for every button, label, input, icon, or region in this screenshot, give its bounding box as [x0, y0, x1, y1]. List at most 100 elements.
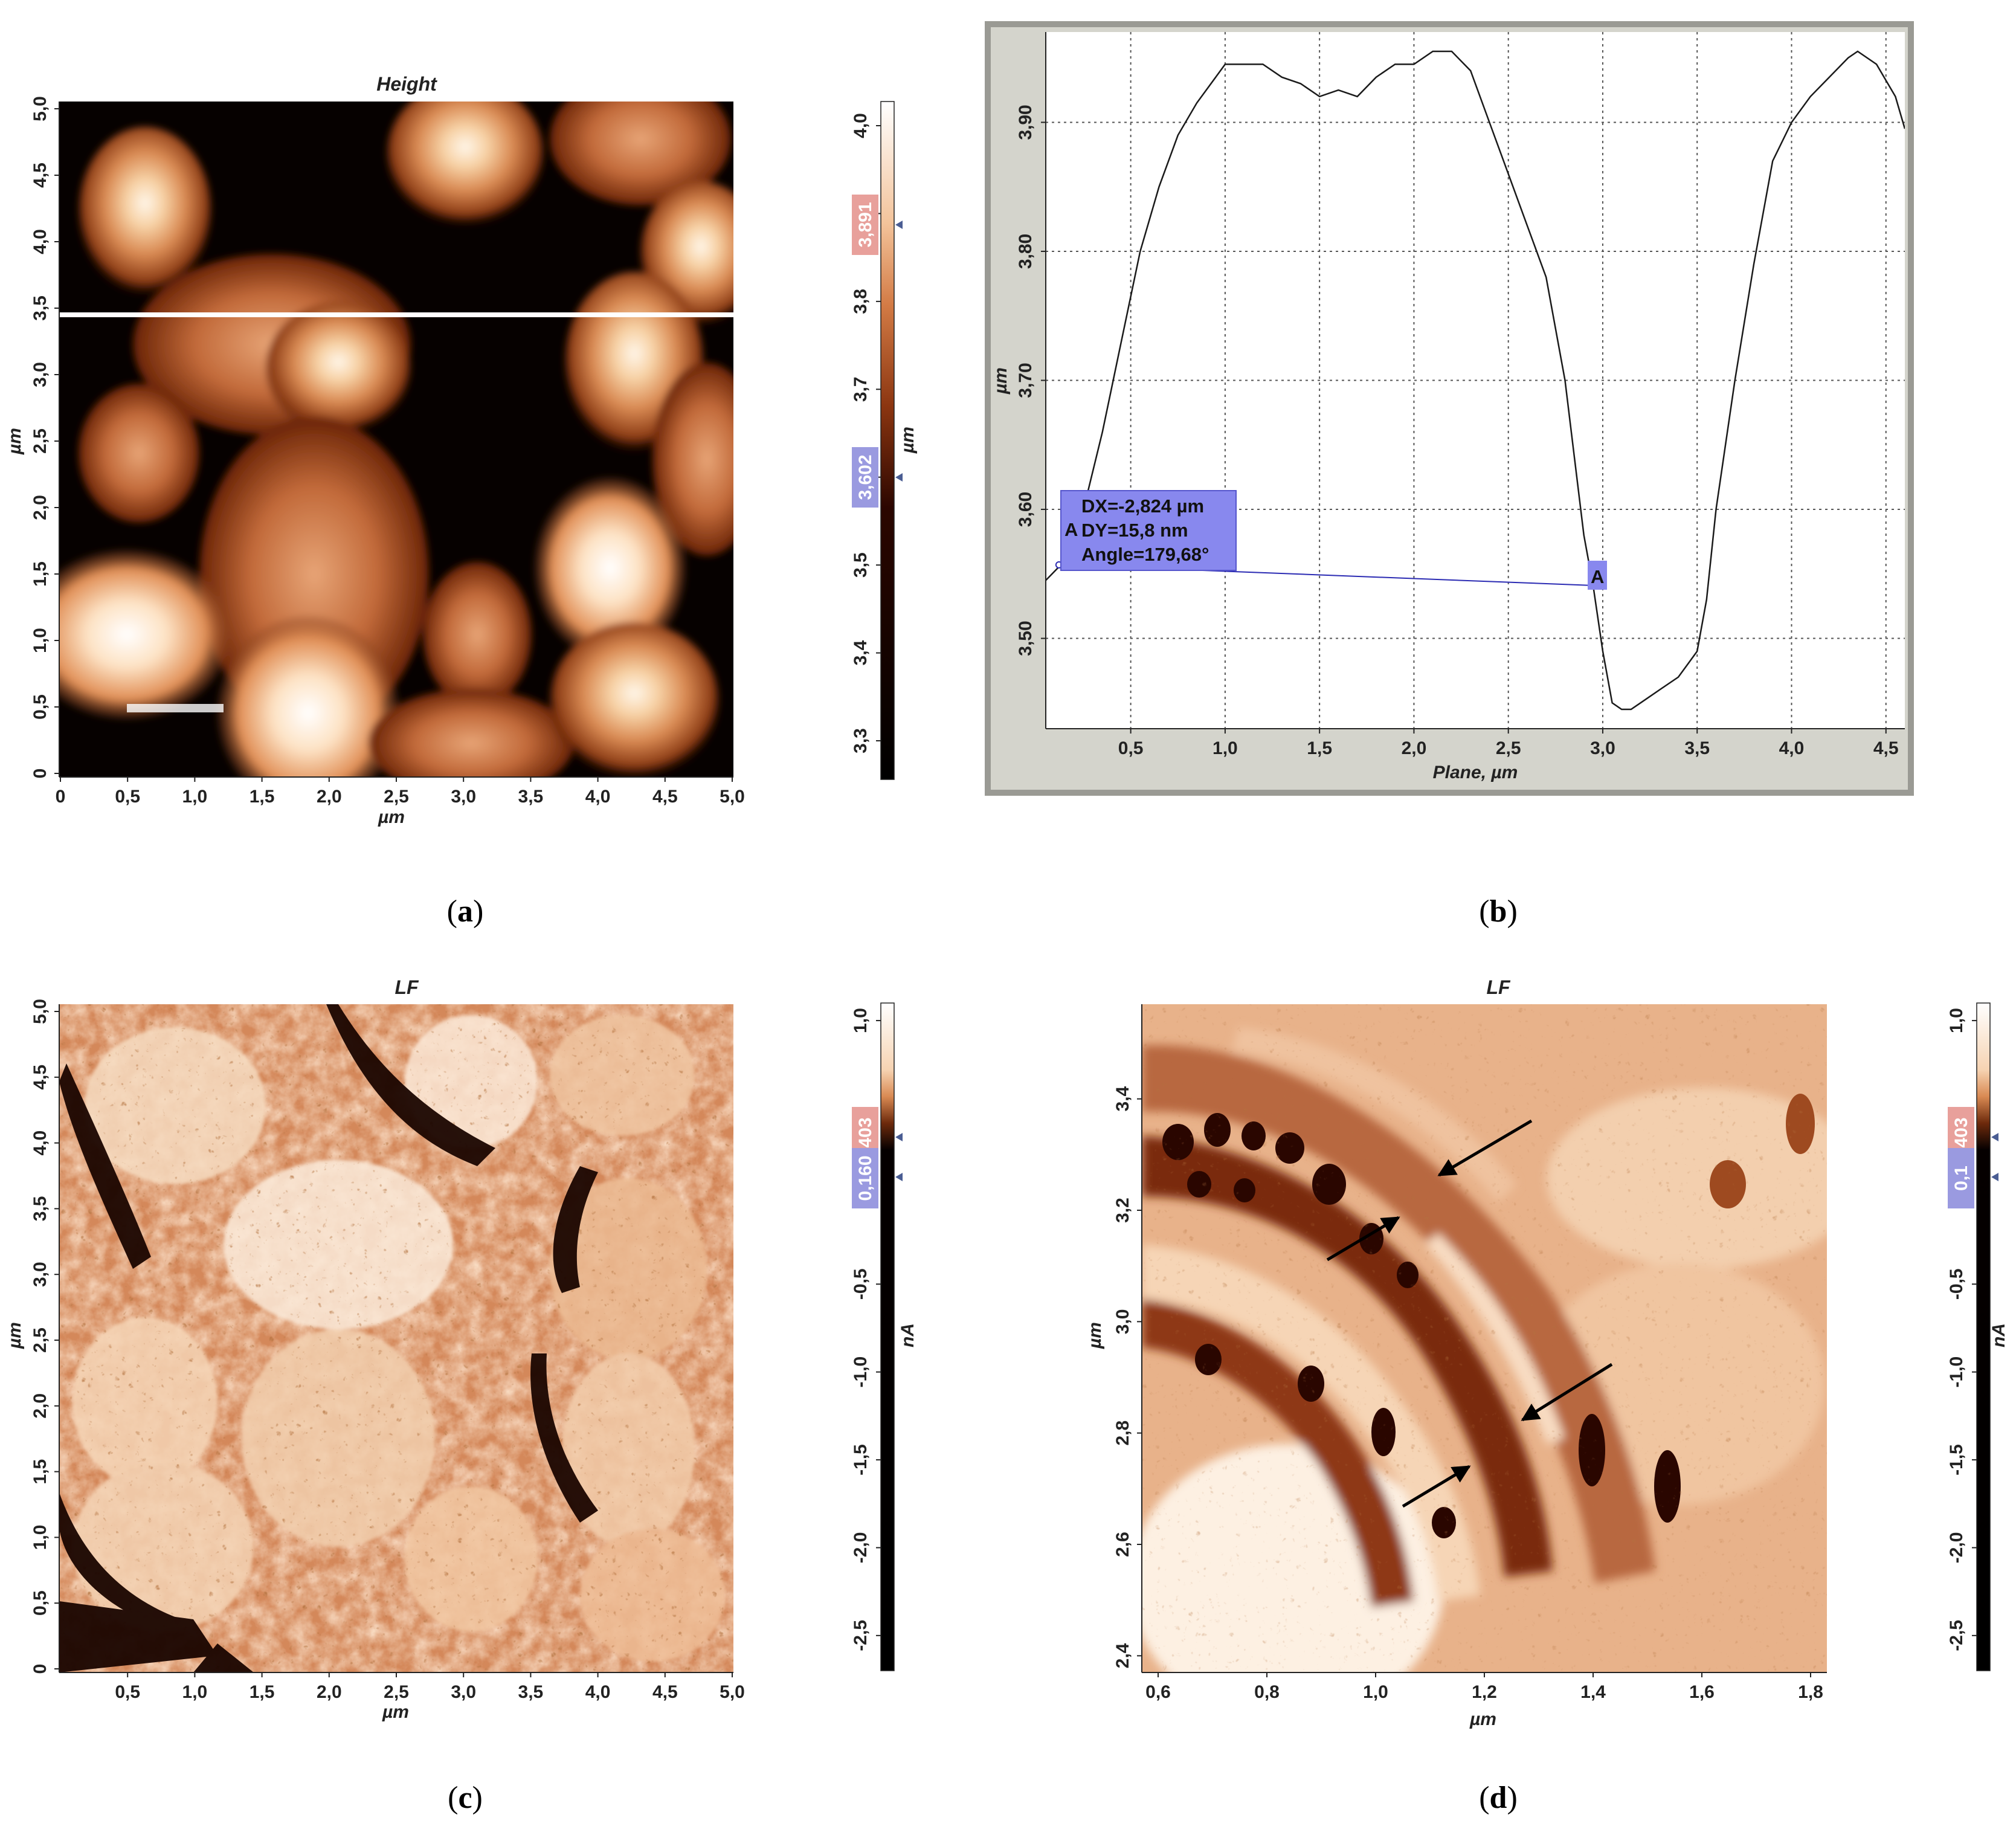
panel-d-title: LF	[1486, 976, 1511, 998]
c-marker-low-badge	[852, 1148, 878, 1208]
panel-a-colorbar-tick-label: 3,8	[851, 289, 871, 314]
d-marker-low-label: 0,1	[1951, 1166, 1971, 1191]
panel-b-x-tick-label: 4,0	[1779, 738, 1805, 758]
panel-a-colorbar: 3,33,43,53,63,73,83,94,0 µm 3,891 3,602	[851, 101, 918, 780]
panel-a-colorbar-tick-label: 3,5	[851, 552, 871, 578]
panel-a-y-tick-label: 3,5	[30, 295, 50, 321]
panel-d-x-tick-label: 1,4	[1580, 1682, 1606, 1702]
panel-c-colorbar-tick-label: -2,5	[851, 1620, 871, 1651]
panel-b-y-ticks: 3,50 3,60 3,70 3,80 3,90	[1016, 105, 1046, 656]
panel-a-x-tick-label: 0,5	[115, 787, 140, 807]
marker-high-badge	[852, 195, 878, 255]
panel-a-colorbar-tick-label: 4,0	[851, 113, 871, 138]
panel-b-y-tick-label: 3,60	[1016, 492, 1035, 527]
lf-map-image	[59, 1004, 733, 1672]
panel-a-x-ticks: 0 0,5 1,0 1,5 2,0 2,5 3,0 3,5 4,0 4,5 5,0	[56, 777, 745, 807]
panel-d-colorbar-tick-label: -1,0	[1947, 1356, 1966, 1388]
panel-c-y-tick-label: 0,5	[30, 1590, 50, 1616]
panel-c-x-tick-label: 4,5	[652, 1682, 678, 1702]
c-marker-low-label: 0,160	[855, 1155, 875, 1201]
panel-c-x-ticks: 0,5 1,0 1,5 2,0 2,5 3,0 3,5 4,0 4,5 5,0	[115, 1672, 745, 1702]
panel-c-colorbar-tick-label: -1,0	[851, 1356, 871, 1388]
marker-low-label: 3,602	[855, 454, 875, 500]
panel-a-y-tick-label: 3,0	[30, 362, 50, 387]
panel-a-y-unit: µm	[5, 428, 25, 455]
panel-c-y-tick-label: 0	[30, 1664, 50, 1674]
panel-d-y-tick-label: 2,4	[1113, 1643, 1133, 1668]
panel-c-colorbar: -2,5-2,0-1,5-1,0-0,51,0 nA 0,403 0,160	[851, 1002, 918, 1671]
panel-d-y-tick-label: 3,4	[1113, 1086, 1133, 1112]
panel-b-x-tick-label: 0,5	[1118, 738, 1144, 758]
panel-d-x-unit: µm	[1469, 1709, 1496, 1729]
panel-d-colorbar-tick-label: 1,0	[1947, 1008, 1966, 1033]
panel-c-x-tick-label: 3,0	[451, 1682, 476, 1702]
d-marker-low-arrow	[1991, 1173, 1998, 1181]
panel-b-caption: (b)	[1479, 894, 1518, 929]
panel-b-ylabel: µm	[991, 367, 1011, 395]
panel-c-x-tick-label: 1,5	[250, 1682, 275, 1702]
panel-c-y-tick-label: 3,0	[30, 1262, 50, 1287]
panel-a-colorbar-unit: µm	[898, 427, 918, 454]
panel-d-colorbar-unit: nA	[1989, 1323, 2009, 1347]
panel-a-x-tick-label: 2,0	[317, 787, 342, 807]
panel-a-x-unit: µm	[378, 807, 405, 827]
marker-low-arrow	[895, 473, 903, 482]
measure-angle: Angle=179,68°	[1081, 544, 1209, 565]
panel-d-x-tick-label: 1,8	[1798, 1682, 1823, 1702]
panel-a-y-ticks: 0 0,5 1,0 1,5 2,0 2,5 3,0 3,5 4,0 4,5 5,0	[30, 96, 59, 778]
panel-b-x-tick-label: 1,0	[1212, 738, 1238, 758]
panel-c-y-tick-label: 2,0	[30, 1393, 50, 1419]
panel-b-y-tick-label: 3,50	[1016, 621, 1035, 656]
panel-d-y-tick-label: 3,2	[1113, 1198, 1133, 1223]
panel-b-y-tick-label: 3,90	[1016, 105, 1035, 140]
panel-a-x-tick-label: 1,5	[250, 787, 275, 807]
panel-b-x-tick-label: 3,5	[1684, 738, 1710, 758]
panel-b-x-tick-label: 2,0	[1402, 738, 1427, 758]
panel-d-colorbar-tick-label: -2,5	[1947, 1620, 1966, 1651]
panel-c-title: LF	[395, 976, 419, 998]
panel-b-x-tick-label: 4,5	[1873, 738, 1899, 758]
panel-d-colorbar: -2,5-2,0-1,5-1,0-0,51,0 nA 0,403 0,1	[1947, 1002, 2009, 1671]
panel-d-caption: (d)	[1479, 1781, 1518, 1815]
panel-d-y-unit: µm	[1085, 1322, 1105, 1349]
panel-d-colorbar-tick-label: -0,5	[1947, 1268, 1966, 1300]
panel-b-x-tick-label: 1,5	[1307, 738, 1332, 758]
panel-b-x-tick-label: 2,5	[1496, 738, 1521, 758]
panel-a-y-tick-label: 4,5	[30, 163, 50, 188]
panel-c-x-tick-label: 3,5	[518, 1682, 544, 1702]
panel-a-x-tick-label: 5,0	[720, 787, 745, 807]
panel-a-y-tick-label: 4,0	[30, 229, 50, 254]
panel-c-y-tick-label: 2,5	[30, 1327, 50, 1353]
c-marker-low-arrow	[895, 1173, 903, 1181]
panel-d-colorbar-tick-label: -1,5	[1947, 1444, 1966, 1476]
panel-d-y-tick-label: 2,6	[1113, 1532, 1133, 1557]
panel-c-y-tick-label: 4,0	[30, 1130, 50, 1156]
measure-dx: DX=-2,824 µm	[1081, 495, 1204, 517]
panel-a-y-tick-label: 0	[30, 769, 50, 779]
panel-d: LF	[1085, 976, 2009, 1815]
panel-c-x-tick-label: 5,0	[720, 1682, 745, 1702]
panel-a-x-tick-label: 4,0	[585, 787, 611, 807]
panel-a-colorbar-tick-label: 3,3	[851, 728, 871, 753]
d-marker-low-badge	[1948, 1148, 1974, 1208]
panel-a-x-tick-label: 4,5	[652, 787, 678, 807]
panel-a: Height	[5, 73, 918, 929]
panel-c-y-tick-label: 4,5	[30, 1065, 50, 1090]
panel-a-x-tick-label: 1,0	[182, 787, 208, 807]
panel-b: 0,5 1,0 1,5 2,0 2,5 3,0 3,5 4,0 4,5 3,50 3,60 3,70…	[985, 21, 1914, 929]
height-map-image	[59, 102, 733, 777]
panel-d-y-ticks: 2,4 2,6 2,8 3,0 3,2 3,4	[1113, 1086, 1142, 1668]
panel-d-colorbar-tick-label: -2,0	[1947, 1532, 1966, 1564]
panel-a-colorbar-tick-label: 3,7	[851, 376, 871, 402]
panel-a-y-tick-label: 0,5	[30, 694, 50, 720]
panel-c-y-tick-label: 1,5	[30, 1459, 50, 1485]
d-marker-high-arrow	[1991, 1133, 1998, 1141]
panel-c-y-tick-label: 5,0	[30, 999, 50, 1024]
panel-a-colorbar-tick-label: 3,4	[851, 640, 871, 665]
panel-c-x-tick-label: 1,0	[182, 1682, 208, 1702]
panel-b-grid	[1046, 32, 1905, 729]
panel-a-x-tick-label: 3,5	[518, 787, 544, 807]
arrow-outer-ring-inner	[1326, 1216, 1400, 1262]
panel-b-y-tick-label: 3,70	[1016, 363, 1035, 398]
panel-d-y-tick-label: 2,8	[1113, 1421, 1133, 1446]
